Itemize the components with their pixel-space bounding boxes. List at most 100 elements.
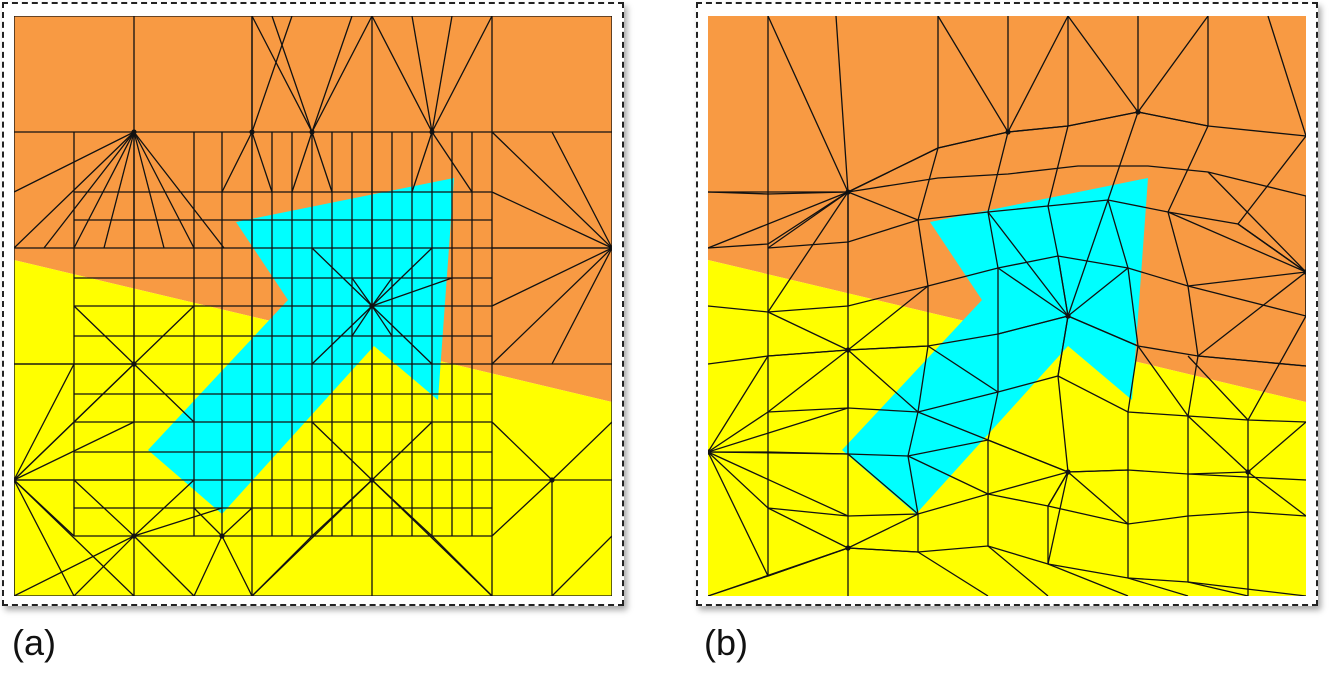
mesh-edge	[708, 191, 849, 249]
mesh-node	[708, 449, 711, 455]
mesh-edge	[311, 305, 373, 365]
mesh-edge	[43, 131, 135, 249]
mesh-edge	[767, 349, 849, 357]
mesh-edge	[847, 513, 919, 549]
mesh-edge	[1067, 471, 1129, 525]
mesh-edge	[1067, 469, 1129, 473]
mesh-edge	[708, 411, 769, 453]
mesh-edge	[1197, 271, 1306, 357]
mesh-edge	[1187, 471, 1249, 475]
mesh-edge	[251, 16, 293, 133]
mesh-edge	[133, 131, 165, 249]
mesh-edge	[73, 363, 135, 423]
mesh-edge	[551, 535, 612, 596]
mesh-edge	[311, 16, 373, 133]
mesh-edge	[1187, 355, 1249, 421]
mesh-node	[609, 245, 612, 251]
mesh-node	[14, 477, 17, 483]
mesh-edge	[551, 421, 612, 481]
mesh-edge	[987, 211, 1069, 317]
mesh-edge	[491, 191, 612, 249]
cyan-arrow-region	[842, 178, 1148, 514]
mesh-edge	[371, 16, 433, 133]
mesh-edge	[767, 507, 849, 549]
mesh-edge	[987, 545, 1049, 596]
mesh-edge	[1187, 415, 1249, 473]
mesh-edge	[1067, 111, 1139, 127]
mesh-edge	[847, 285, 929, 351]
mesh-edge	[1007, 16, 1069, 133]
mesh-edge	[1187, 271, 1306, 287]
mesh-edge	[1187, 581, 1249, 596]
mesh-edge	[14, 479, 75, 596]
mesh-edge	[221, 507, 253, 537]
mesh-edge	[907, 455, 989, 495]
mesh-edge	[221, 131, 253, 193]
mesh-node	[1135, 109, 1141, 115]
mesh-edge	[767, 311, 849, 351]
mesh-edge	[133, 131, 195, 249]
mesh-edge	[431, 131, 473, 193]
mesh-edge	[1137, 111, 1209, 127]
mesh-edge	[847, 345, 929, 351]
mesh-edge	[491, 131, 612, 249]
mesh-edge	[987, 471, 1069, 495]
mesh-edge	[1167, 211, 1306, 273]
mesh-edge	[997, 267, 1069, 317]
mesh-edge	[847, 191, 919, 221]
mesh-edge	[133, 131, 225, 249]
mesh-node	[845, 189, 851, 195]
cyan-arrow-region	[148, 178, 454, 514]
mesh-edge	[251, 535, 313, 596]
mesh-edge	[1067, 199, 1109, 317]
mesh-node	[131, 129, 137, 135]
mesh-edge	[133, 305, 195, 365]
mesh-edge	[708, 451, 769, 509]
mesh-edge	[847, 349, 919, 413]
mesh-edge	[551, 131, 612, 249]
mesh-edge	[371, 305, 393, 337]
mesh-edge	[1047, 471, 1069, 565]
mesh-edge	[311, 16, 353, 133]
mesh-edge	[767, 191, 849, 313]
mesh-edge	[937, 16, 1009, 133]
panel-b-caption: (b)	[704, 622, 748, 663]
mesh-node	[845, 545, 851, 551]
mesh-edge	[1067, 267, 1129, 317]
mesh-node	[219, 533, 225, 539]
mesh-edge	[73, 305, 135, 365]
mesh-edge	[371, 277, 453, 307]
mesh-edge	[847, 453, 919, 515]
mesh-edge	[1237, 223, 1306, 273]
mesh-edge	[708, 451, 849, 455]
mesh-edge	[133, 479, 195, 537]
mesh-edge	[103, 131, 135, 249]
mesh-edge	[1057, 255, 1069, 317]
mesh-edge	[1047, 563, 1129, 596]
mesh-edge	[937, 131, 1009, 149]
mesh-edge	[311, 131, 333, 193]
mesh-edge	[491, 421, 553, 481]
mesh-edge	[73, 535, 135, 596]
mesh-edge	[371, 277, 393, 307]
mesh-edge	[14, 535, 135, 596]
mesh-edge	[221, 535, 253, 596]
mesh-edge	[1067, 315, 1139, 347]
mesh-edge	[491, 479, 553, 537]
mesh-edge	[708, 547, 849, 596]
mesh-node	[1065, 469, 1071, 475]
mesh-edge	[14, 363, 75, 481]
mesh-edge	[1047, 471, 1069, 507]
mesh-edge	[1057, 315, 1069, 377]
mesh-edge	[1127, 577, 1189, 596]
mesh-edge	[1207, 171, 1306, 273]
mesh-node	[1065, 313, 1071, 319]
mesh-edge	[917, 551, 989, 596]
mesh-edge	[133, 535, 195, 596]
mesh-edge	[271, 16, 313, 133]
mesh-edge	[133, 507, 223, 537]
mesh-edge	[767, 191, 849, 249]
mesh-edge	[133, 363, 195, 423]
mesh-edge	[1137, 16, 1209, 113]
mesh-node	[1005, 129, 1011, 135]
